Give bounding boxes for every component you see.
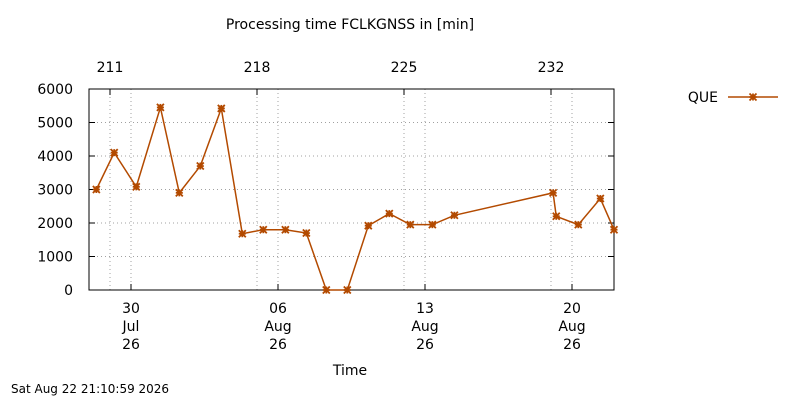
y-tick-label: 3000 (37, 183, 73, 199)
chart-title: Processing time FCLKGNSS in [min] (226, 17, 474, 33)
data-point (574, 220, 583, 229)
y-tick-label: 0 (64, 283, 73, 299)
data-point (364, 221, 373, 230)
data-point (548, 188, 558, 197)
top-tick-label: 225 (391, 60, 418, 76)
data-point (196, 161, 205, 171)
y-tick-label: 2000 (37, 216, 73, 232)
x-tick-label: 13 (416, 301, 434, 317)
x-tick-label: 06 (269, 301, 287, 317)
y-tick-label: 5000 (37, 116, 73, 132)
data-point (552, 212, 561, 221)
x-tick-label: Jul (122, 319, 140, 335)
x-tick-label: 30 (122, 301, 140, 317)
data-point (132, 182, 141, 191)
top-tick-label: 232 (538, 60, 565, 76)
data-point (322, 285, 331, 295)
data-point (450, 211, 459, 220)
x-tick-label: Aug (411, 319, 438, 335)
data-point (92, 185, 101, 194)
legend-label: QUE (688, 90, 718, 106)
x-tick-label: 26 (122, 337, 140, 353)
top-tick-label: 218 (244, 60, 271, 76)
data-point (385, 209, 394, 218)
data-point (596, 194, 605, 203)
data-point (110, 148, 119, 157)
plot-border (88, 88, 615, 291)
legend-marker (748, 92, 758, 102)
x-tick-label: 20 (563, 301, 581, 317)
data-point (156, 103, 165, 112)
y-tick-label: 4000 (37, 149, 73, 165)
data-point (302, 228, 311, 238)
series-line (95, 104, 615, 291)
x-tick-label: Aug (264, 319, 291, 335)
x-tick-label: 26 (563, 337, 581, 353)
y-tick-label: 1000 (37, 250, 73, 266)
data-point (238, 229, 247, 238)
data-point (428, 220, 437, 229)
top-tick-label: 211 (97, 60, 124, 76)
y-tick-label: 6000 (37, 82, 73, 98)
generated-timestamp: Sat Aug 22 21:10:59 2026 (11, 382, 170, 396)
data-point (217, 104, 226, 113)
x-tick-label: Aug (558, 319, 585, 335)
x-tick-label: 26 (269, 337, 287, 353)
x-tick-label: 26 (416, 337, 434, 353)
data-point (406, 220, 415, 229)
data-point (343, 285, 352, 295)
data-point (259, 225, 268, 234)
data-point (609, 225, 619, 234)
x-axis-label: Time (332, 363, 367, 379)
data-point (281, 225, 290, 234)
data-point (175, 188, 184, 197)
